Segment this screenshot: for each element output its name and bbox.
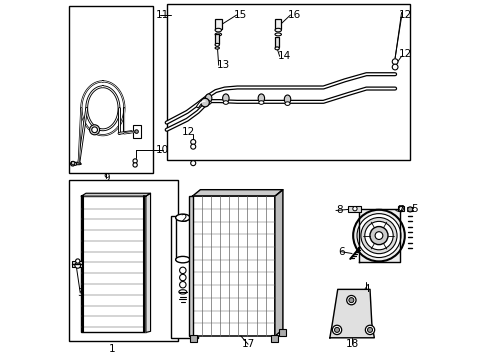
Circle shape: [334, 327, 339, 332]
Circle shape: [398, 207, 403, 211]
Circle shape: [391, 64, 397, 70]
Bar: [348, 206, 360, 212]
Polygon shape: [192, 190, 282, 196]
Bar: [270, 335, 277, 342]
Circle shape: [352, 210, 404, 261]
Text: 12: 12: [182, 127, 195, 136]
Circle shape: [332, 325, 341, 334]
Bar: [188, 196, 193, 336]
Ellipse shape: [258, 101, 264, 104]
Ellipse shape: [274, 28, 281, 32]
Bar: [69, 6, 153, 173]
Circle shape: [364, 221, 392, 250]
Text: 8: 8: [336, 206, 342, 216]
Circle shape: [179, 267, 185, 274]
Ellipse shape: [215, 33, 221, 36]
Ellipse shape: [258, 94, 264, 103]
Text: 1: 1: [108, 343, 115, 354]
Text: 2: 2: [180, 215, 186, 224]
Text: 11: 11: [155, 10, 168, 20]
Bar: [215, 34, 219, 44]
Text: 16: 16: [287, 10, 301, 20]
Text: 13: 13: [216, 60, 229, 70]
Circle shape: [190, 144, 195, 149]
Circle shape: [71, 161, 75, 165]
Polygon shape: [359, 209, 400, 262]
Ellipse shape: [285, 102, 289, 105]
Circle shape: [352, 207, 356, 211]
Bar: [133, 125, 141, 138]
Bar: [397, 206, 404, 211]
Circle shape: [356, 213, 400, 257]
Circle shape: [369, 226, 387, 245]
Circle shape: [391, 59, 397, 64]
Ellipse shape: [175, 214, 190, 221]
Bar: [215, 19, 221, 30]
Ellipse shape: [222, 94, 228, 103]
Text: 6: 6: [337, 247, 344, 257]
Circle shape: [374, 232, 382, 239]
Bar: [189, 335, 196, 342]
Text: 7: 7: [396, 206, 403, 216]
Text: 10: 10: [156, 144, 169, 154]
Text: 17: 17: [241, 339, 254, 349]
Polygon shape: [329, 289, 373, 338]
Bar: [171, 216, 198, 338]
Circle shape: [89, 125, 100, 135]
Ellipse shape: [215, 47, 219, 49]
Circle shape: [190, 161, 195, 166]
Text: 3: 3: [77, 288, 83, 298]
Circle shape: [367, 327, 372, 332]
Text: 14: 14: [277, 51, 290, 61]
Circle shape: [365, 325, 374, 334]
Bar: [274, 37, 279, 47]
Circle shape: [75, 262, 81, 268]
Bar: [166, 4, 409, 160]
Bar: [175, 220, 190, 259]
Ellipse shape: [179, 290, 186, 294]
Ellipse shape: [205, 94, 211, 103]
Polygon shape: [81, 193, 150, 196]
Bar: [69, 180, 178, 341]
Bar: [72, 261, 81, 267]
Circle shape: [360, 217, 396, 254]
Bar: [81, 196, 145, 332]
Circle shape: [201, 98, 209, 107]
Text: 12: 12: [398, 10, 412, 20]
Ellipse shape: [206, 101, 211, 104]
Polygon shape: [145, 193, 150, 332]
Circle shape: [133, 163, 137, 167]
Circle shape: [92, 127, 97, 133]
Text: 15: 15: [234, 10, 247, 20]
Circle shape: [135, 130, 138, 134]
Text: 5: 5: [411, 204, 417, 214]
Ellipse shape: [223, 101, 228, 104]
Text: 4: 4: [363, 284, 369, 294]
Circle shape: [346, 296, 355, 305]
Ellipse shape: [274, 33, 281, 36]
Ellipse shape: [274, 47, 279, 50]
Ellipse shape: [284, 95, 290, 104]
Polygon shape: [274, 190, 282, 336]
Ellipse shape: [175, 256, 190, 263]
Circle shape: [348, 298, 353, 303]
Circle shape: [190, 139, 195, 144]
Circle shape: [70, 162, 75, 166]
Text: 18: 18: [345, 339, 358, 349]
Ellipse shape: [215, 43, 219, 46]
Circle shape: [179, 282, 185, 288]
Text: 12: 12: [398, 49, 412, 59]
Bar: [192, 196, 274, 336]
Circle shape: [133, 159, 137, 163]
Circle shape: [76, 259, 80, 263]
Bar: [274, 19, 281, 30]
Bar: [279, 329, 286, 336]
Circle shape: [407, 207, 412, 212]
Text: 9: 9: [103, 173, 109, 183]
Circle shape: [179, 274, 185, 281]
Ellipse shape: [215, 28, 221, 32]
Circle shape: [74, 162, 77, 165]
